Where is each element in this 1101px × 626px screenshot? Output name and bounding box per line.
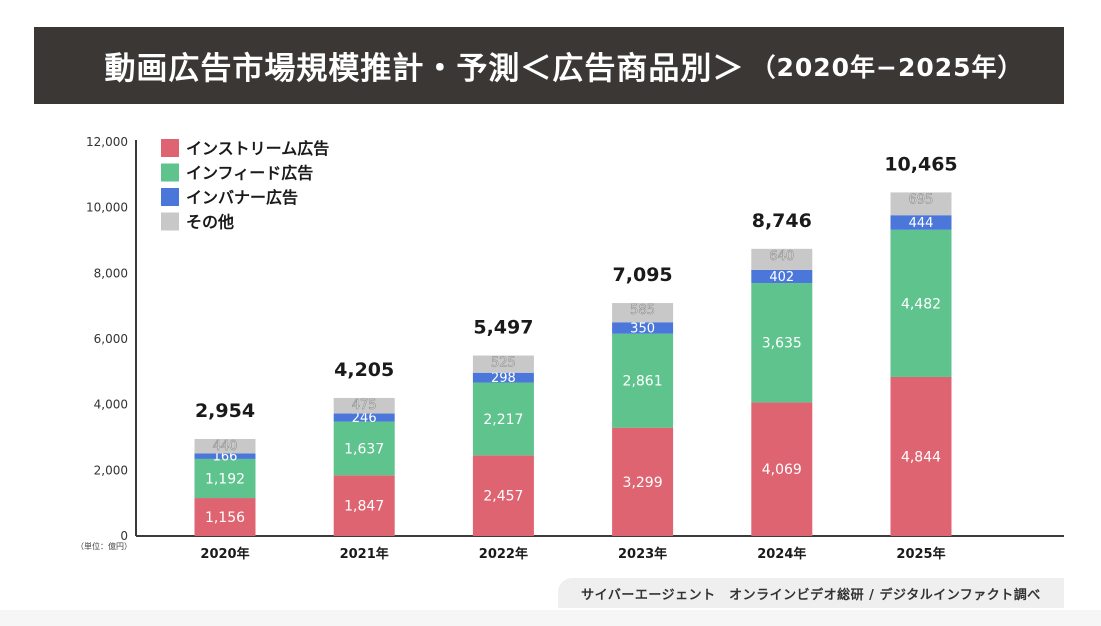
legend-label: インストリーム広告 — [186, 139, 329, 158]
bar-segment-3 — [194, 453, 256, 459]
bar-segment-1 — [472, 455, 534, 536]
total-label: 7,095 — [613, 264, 673, 286]
bar-segment-1 — [751, 402, 813, 536]
x-tick-label: 2022年 — [479, 546, 528, 562]
bottom-strip — [0, 610, 1101, 626]
y-tick-label: 12,000 — [86, 135, 128, 149]
x-tick-label: 2023年 — [618, 546, 667, 562]
bar-segment-3 — [333, 413, 395, 422]
data-label: 585 — [630, 303, 655, 318]
legend-label: インバナー広告 — [186, 188, 298, 207]
bar-segment-4 — [751, 248, 813, 270]
data-label: 2,217 — [483, 412, 523, 428]
x-tick-label: 2025年 — [896, 546, 945, 562]
y-tick-label: 4,000 — [94, 398, 128, 412]
data-label: 695 — [909, 192, 934, 207]
data-label: 475 — [352, 398, 377, 413]
legend-swatch — [161, 188, 179, 206]
data-label: 4,844 — [901, 449, 941, 465]
bar-segment-2 — [194, 458, 256, 499]
legend-label: インフィード広告 — [186, 164, 313, 183]
bar-segment-1 — [612, 427, 674, 536]
bar-segment-4 — [194, 439, 256, 454]
bar-segment-1 — [194, 498, 256, 536]
legend-swatch — [161, 212, 179, 231]
data-label: 1,847 — [344, 499, 384, 515]
bar-segment-4 — [472, 355, 534, 373]
x-tick-label: 2020年 — [200, 546, 249, 562]
y-tick-label: 6,000 — [94, 332, 128, 346]
x-tick-label: 2024年 — [757, 546, 806, 562]
data-label: 1,156 — [205, 510, 245, 526]
bar-segment-3 — [612, 322, 674, 334]
total-label: 8,746 — [752, 210, 812, 232]
y-tick-label: 10,000 — [86, 201, 128, 215]
data-label: 4,482 — [901, 296, 941, 312]
data-label: 525 — [491, 356, 516, 371]
total-label: 5,497 — [473, 317, 533, 339]
chart-subtitle: （2020年−2025年） — [750, 52, 1024, 82]
data-label: 4,069 — [762, 462, 802, 478]
bar-segment-4 — [612, 303, 674, 323]
y-tick-label: 0 — [120, 529, 128, 543]
unit-label: （単位：億円） — [76, 541, 132, 551]
data-label: 1,637 — [344, 441, 384, 457]
source-note: サイバーエージェント オンラインビデオ総研 / デジタルインファクト調べ — [558, 578, 1064, 608]
x-tick-label: 2021年 — [340, 546, 389, 562]
data-label: 402 — [769, 270, 794, 285]
data-label: 2,457 — [483, 489, 523, 505]
y-tick-label: 2,000 — [94, 463, 128, 477]
legend-swatch — [161, 163, 179, 182]
total-label: 2,954 — [195, 400, 255, 422]
data-label: 3,299 — [623, 475, 663, 491]
chart-title: 動画広告市場規模推計・予測＜広告商品別＞ — [104, 51, 745, 87]
bar-segment-2 — [890, 229, 952, 377]
total-label: 4,205 — [334, 359, 394, 381]
bar-segment-2 — [612, 333, 674, 428]
bar-segment-3 — [751, 269, 813, 284]
data-label: 640 — [769, 249, 794, 264]
y-tick-label: 8,000 — [94, 266, 128, 280]
bar-segment-3 — [890, 215, 952, 230]
bar-segment-3 — [472, 372, 534, 383]
bar-segment-4 — [333, 397, 395, 414]
data-label: 440 — [213, 439, 238, 454]
data-label: 2,861 — [623, 374, 663, 390]
data-label: 298 — [491, 371, 516, 386]
data-label: 350 — [630, 322, 655, 337]
chart-title-banner: 動画広告市場規模推計・予測＜広告商品別＞ （2020年−2025年） — [34, 27, 1064, 104]
data-label: 444 — [909, 216, 934, 231]
total-label: 10,465 — [884, 153, 957, 175]
bar-segment-2 — [472, 382, 534, 456]
bar-segment-2 — [333, 421, 395, 476]
bar-segment-2 — [751, 283, 813, 403]
bar-segment-1 — [333, 475, 395, 536]
data-label: 246 — [352, 411, 377, 426]
legend-label: その他 — [186, 213, 234, 232]
bar-segment-4 — [890, 192, 952, 216]
bar-segment-1 — [890, 376, 952, 536]
legend-swatch — [161, 139, 179, 157]
data-label: 3,635 — [762, 336, 802, 352]
data-label: 1,192 — [205, 471, 245, 487]
